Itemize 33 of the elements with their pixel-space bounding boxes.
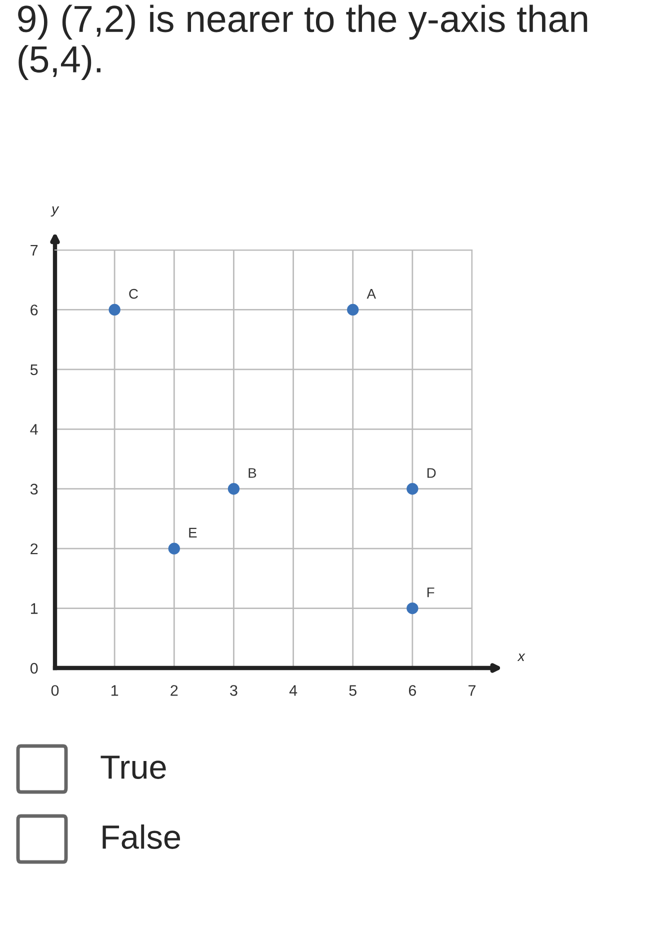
x-axis-title: x — [517, 654, 526, 661]
x-tick-label: 6 — [408, 685, 416, 696]
annotation: B — [248, 468, 256, 478]
x-tick-label: 3 — [230, 685, 238, 696]
x-tick-label: 2 — [170, 685, 178, 696]
point — [347, 304, 359, 316]
y-tick-label: 7 — [30, 245, 38, 256]
annotation: A — [366, 289, 376, 299]
y-tick-label: 6 — [30, 304, 38, 316]
annotation: D — [427, 468, 436, 478]
x-tick-label: 1 — [111, 685, 118, 696]
point — [228, 483, 240, 495]
annotation: C — [129, 288, 138, 299]
annotation: F — [427, 588, 434, 598]
point — [168, 542, 180, 554]
x-tick-label: 0 — [51, 685, 59, 696]
annotation: E — [189, 528, 197, 538]
x-tick-label: 4 — [289, 685, 298, 696]
text: False — [102, 824, 180, 849]
y-axis-title: y — [50, 206, 60, 217]
chart-title: 9) (7,2) is nearer to the y-axis than (5,4). — [18, 4, 588, 80]
y-tick-label: 2 — [30, 543, 38, 554]
y-tick-label: 5 — [30, 364, 38, 376]
text: True — [100, 756, 166, 779]
point — [406, 602, 418, 614]
x-tick-label: 7 — [468, 685, 476, 696]
y-tick-label: 0 — [30, 662, 38, 674]
y-tick-label: 1 — [31, 603, 38, 614]
y-tick-label: 4 — [30, 424, 38, 435]
point — [108, 304, 120, 316]
x-tick-label: 5 — [349, 685, 356, 696]
point — [406, 483, 418, 495]
y-tick-label: 3 — [30, 484, 38, 495]
